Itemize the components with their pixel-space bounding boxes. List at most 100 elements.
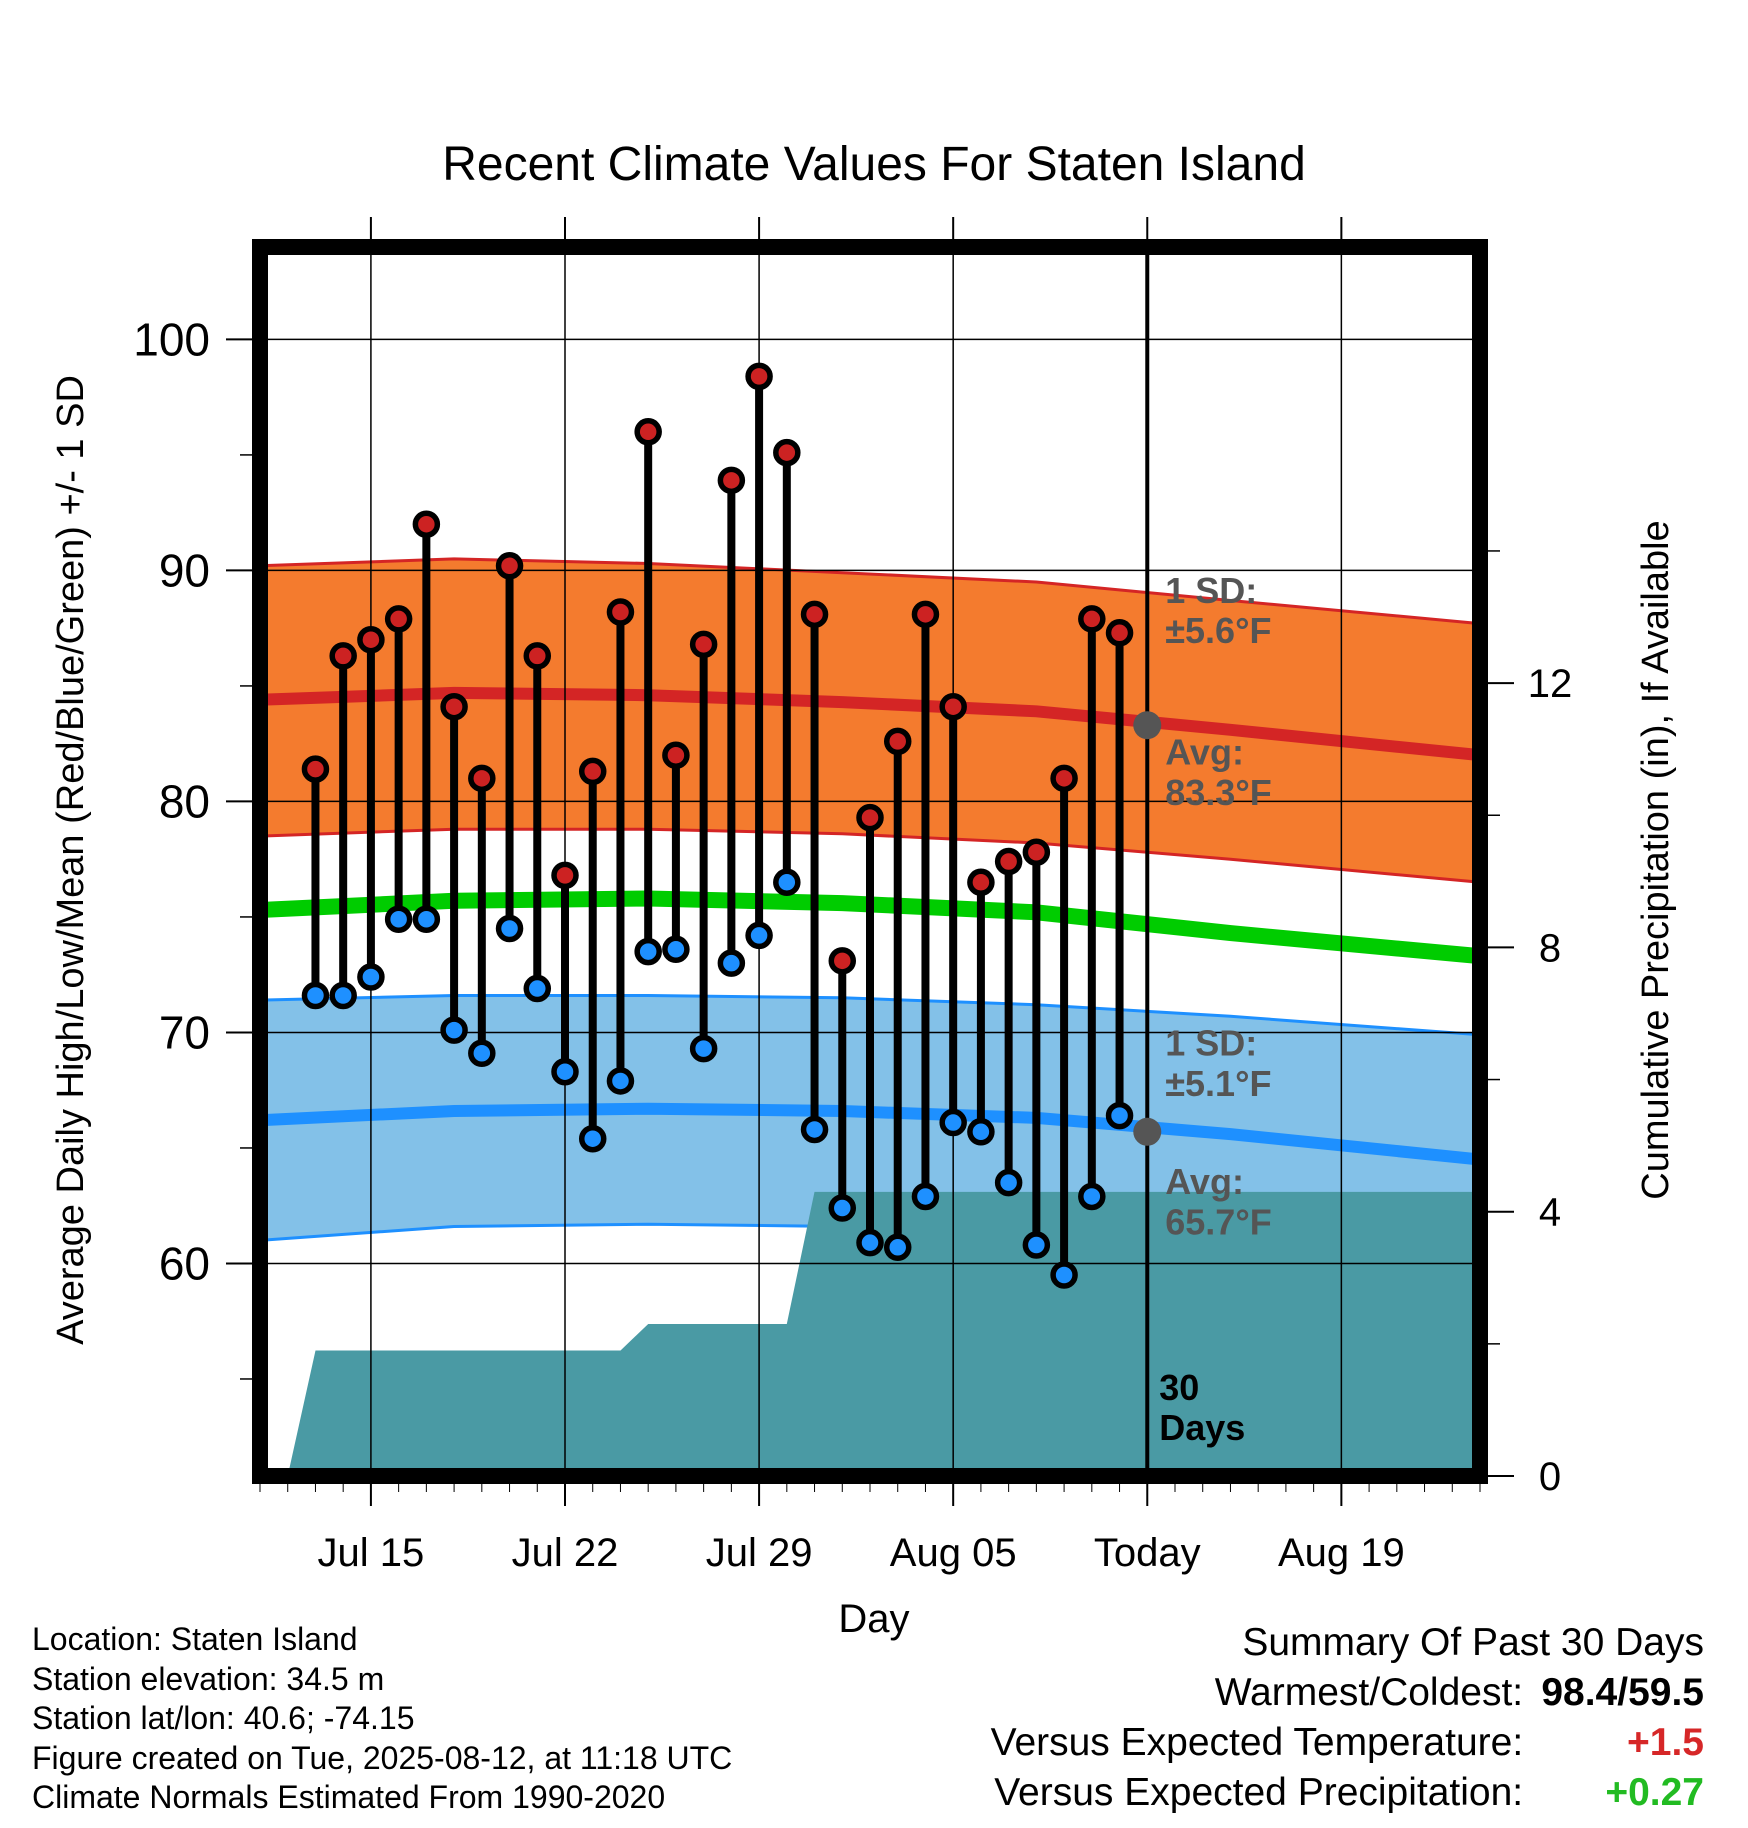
warmest-label: Warmest/Coldest: xyxy=(1214,1671,1524,1714)
high-point xyxy=(662,741,690,769)
y2-tick-label: 12 xyxy=(1528,662,1573,706)
high-point xyxy=(939,692,967,721)
high-point xyxy=(1050,764,1078,793)
low-point xyxy=(523,974,552,1003)
avg-high-line xyxy=(260,686,1480,762)
low-point xyxy=(1050,1261,1078,1289)
low-point xyxy=(689,1034,718,1063)
x-tick-label: Aug 05 xyxy=(890,1531,1017,1575)
high-point xyxy=(578,757,607,786)
low-point xyxy=(773,868,801,897)
low-avg-annotation-line: 65.7°F xyxy=(1165,1201,1271,1242)
high-point xyxy=(828,947,857,975)
high-sd-annotation-line: ±5.6°F xyxy=(1165,610,1271,651)
today-days-label: 30 Days xyxy=(1159,1367,1245,1448)
low-point xyxy=(329,981,357,1010)
high-point xyxy=(329,642,357,670)
x-tick-label: Jul 15 xyxy=(318,1531,425,1575)
y2-tick-label: 4 xyxy=(1539,1191,1561,1235)
high-avg-annotation: Avg: 83.3°F xyxy=(1165,731,1271,812)
low-point xyxy=(856,1228,884,1257)
low-point xyxy=(357,963,385,991)
today-days-label-line: 30 xyxy=(1159,1367,1199,1408)
low-point xyxy=(634,937,662,966)
low-point xyxy=(468,1039,496,1067)
low-sd-annotation: 1 SD: ±5.1°F xyxy=(1165,1023,1271,1104)
temp-value: +1.5 xyxy=(1627,1721,1704,1764)
low-avg-annotation-line: Avg: xyxy=(1165,1161,1244,1202)
location-text: Location: Staten Island xyxy=(32,1621,358,1657)
precip-value: +0.27 xyxy=(1605,1771,1704,1814)
x-tick-label: Jul 29 xyxy=(706,1531,813,1575)
summary-warmest-row: Warmest/Coldest: 98.4/59.5 xyxy=(991,1668,1704,1718)
today-avg-low-marker xyxy=(1133,1117,1162,1146)
today-days-label-line: Days xyxy=(1159,1407,1245,1448)
low-point xyxy=(1022,1231,1051,1259)
y2-axis-label: Cumulative Precipitation (in), If Availa… xyxy=(1635,520,1677,1199)
elevation-text: Station elevation: 34.5 m xyxy=(32,1660,385,1697)
y-tick-label: 70 xyxy=(159,1006,210,1058)
summary-title: Summary Of Past 30 Days xyxy=(1242,1621,1704,1664)
created-text: Figure created on Tue, 2025-08-12, at 11… xyxy=(32,1739,733,1776)
y-axis-label: Average Daily High/Low/Mean (Red/Blue/Gr… xyxy=(50,375,92,1345)
low-point xyxy=(412,905,441,934)
low-point xyxy=(440,1016,468,1044)
low-point xyxy=(717,949,746,977)
high-point xyxy=(911,600,940,629)
low-point xyxy=(800,1115,829,1144)
latlon-text: Station lat/lon: 40.6; -74.15 xyxy=(32,1700,415,1736)
high-avg-annotation-line: 83.3°F xyxy=(1165,772,1271,813)
high-point xyxy=(1105,619,1134,647)
high-point xyxy=(1022,838,1051,867)
x-axis-label: Day xyxy=(838,1597,909,1641)
high-point xyxy=(883,727,912,756)
y-tick-label: 80 xyxy=(159,775,210,827)
high-point xyxy=(495,552,524,580)
y2-tick-label: 8 xyxy=(1539,926,1561,970)
low-point xyxy=(994,1168,1023,1197)
plot-frame xyxy=(252,239,1488,1484)
chart-title: Recent Climate Values For Staten Island xyxy=(442,138,1306,191)
low-point xyxy=(578,1124,607,1153)
low-point xyxy=(745,921,773,950)
high-point xyxy=(357,625,385,654)
low-point xyxy=(911,1182,940,1211)
x-tick-label: Today xyxy=(1094,1531,1201,1575)
y-tick-label: 100 xyxy=(133,313,210,365)
low-point xyxy=(1078,1182,1106,1211)
low-point xyxy=(551,1057,579,1086)
high-sd-annotation: 1 SD: ±5.6°F xyxy=(1165,570,1271,651)
high-point xyxy=(440,692,468,721)
low-point xyxy=(939,1108,967,1137)
high-point xyxy=(800,600,829,629)
station-info: Location: Staten Island Station elevatio… xyxy=(32,1620,732,1818)
precip-area xyxy=(287,1191,1480,1476)
high-point xyxy=(1078,605,1106,633)
normals-text: Climate Normals Estimated From 1990-2020 xyxy=(32,1779,666,1815)
high-point xyxy=(745,362,773,391)
high-point xyxy=(384,605,413,633)
today-avg-high-marker xyxy=(1133,711,1162,740)
low-avg-annotation: Avg: 65.7°F xyxy=(1165,1161,1271,1242)
precip-label: Versus Expected Precipitation: xyxy=(994,1771,1524,1814)
warmest-value: 98.4/59.5 xyxy=(1541,1671,1704,1714)
high-point xyxy=(412,510,441,538)
low-point xyxy=(883,1233,912,1262)
y2-tick-label: 0 xyxy=(1539,1455,1561,1499)
summary-precip-row: Versus Expected Precipitation: +0.27 xyxy=(991,1768,1704,1818)
high-point xyxy=(606,598,635,626)
high-point xyxy=(468,764,496,793)
low-sd-annotation-line: 1 SD: xyxy=(1165,1023,1257,1064)
y-tick-label: 90 xyxy=(159,544,210,596)
low-point xyxy=(606,1067,635,1095)
high-avg-annotation-line: Avg: xyxy=(1165,731,1244,772)
high-sd-upper-line xyxy=(260,557,1480,626)
high-point xyxy=(689,630,718,659)
x-tick-label: Aug 19 xyxy=(1278,1531,1405,1575)
low-sd-annotation-line: ±5.1°F xyxy=(1165,1063,1271,1104)
low-point xyxy=(967,1118,995,1146)
high-point xyxy=(301,755,330,783)
